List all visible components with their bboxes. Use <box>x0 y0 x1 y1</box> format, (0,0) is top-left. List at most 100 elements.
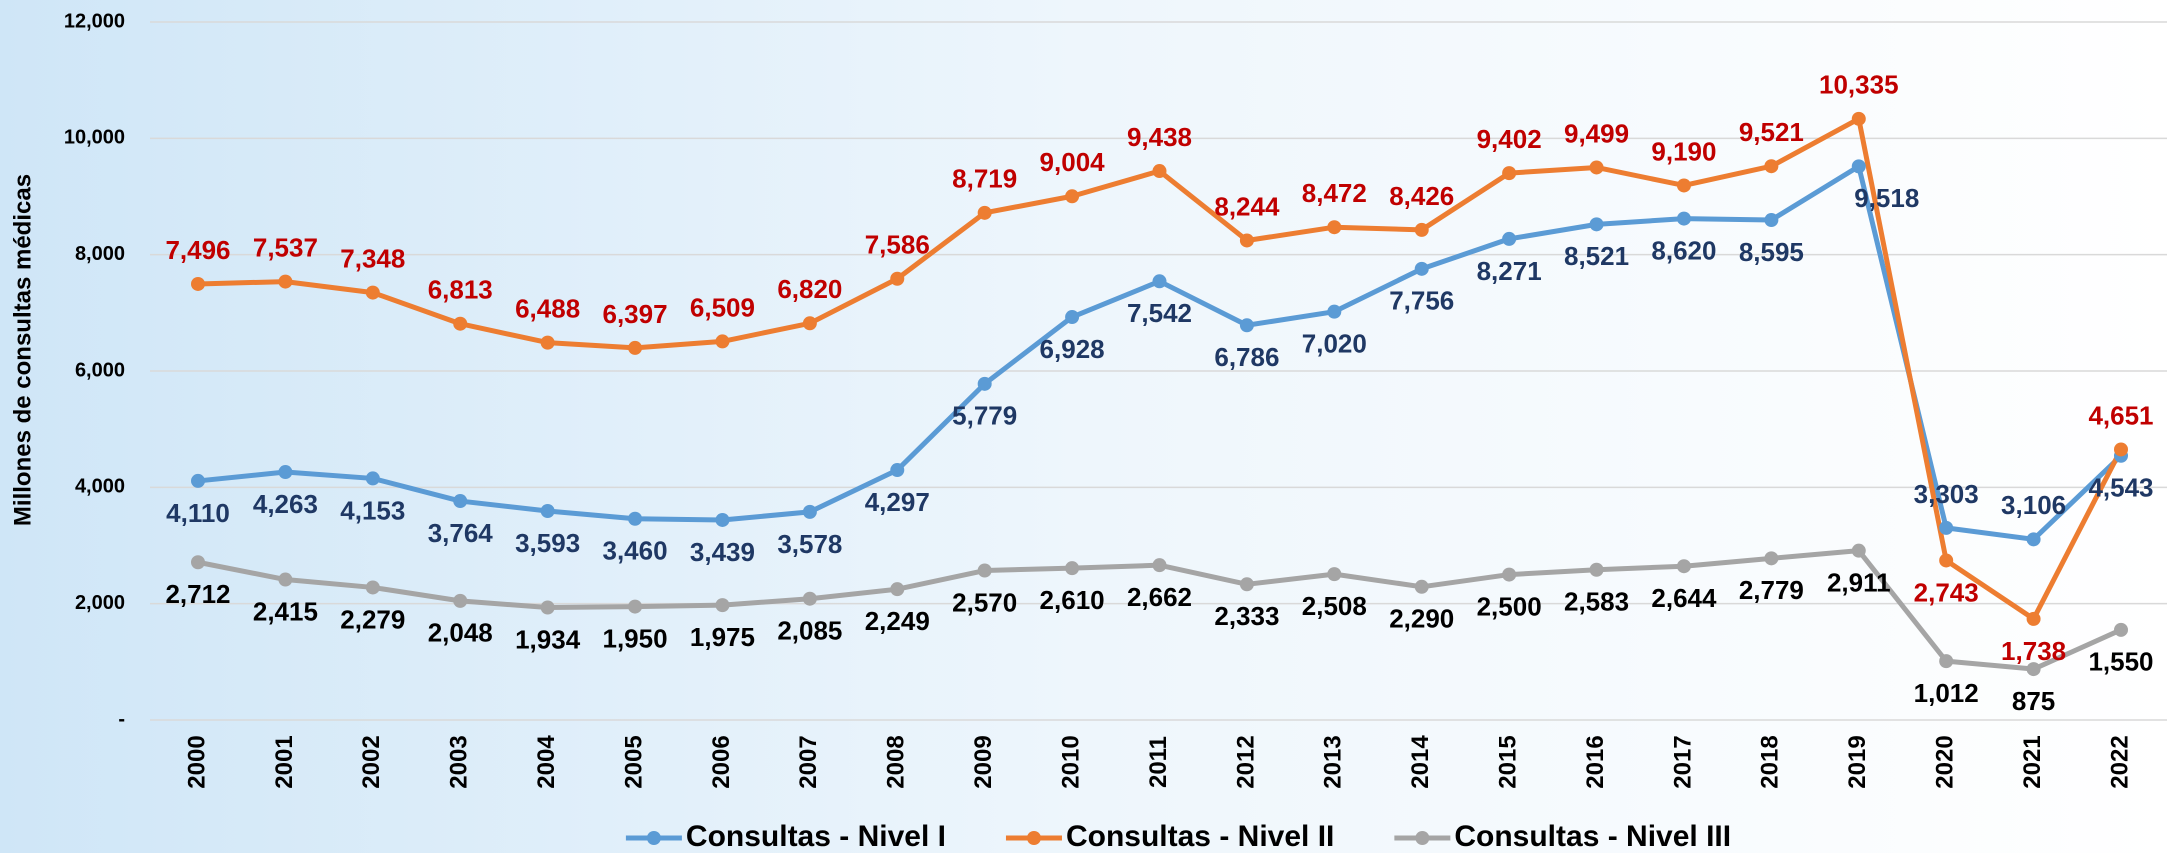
data-point <box>1764 213 1779 228</box>
data-label: 875 <box>2012 686 2055 716</box>
data-point <box>890 463 905 478</box>
data-label: 2,610 <box>1040 585 1105 615</box>
data-point <box>1327 304 1342 319</box>
data-label: 2,712 <box>165 579 230 609</box>
data-point <box>2026 532 2041 547</box>
data-label: 2,779 <box>1739 575 1804 605</box>
data-label: 3,439 <box>690 537 755 567</box>
data-point <box>628 511 643 526</box>
data-label: 2,085 <box>777 616 842 646</box>
data-label: 1,975 <box>690 622 755 652</box>
legend: Consultas - Nivel I Consultas - Nivel II C… <box>625 820 1731 853</box>
data-point <box>1414 222 1429 237</box>
y-axis-title: Millones de consultas médicas <box>9 174 36 526</box>
data-label: 4,263 <box>253 489 318 519</box>
data-label: 7,542 <box>1127 298 1192 328</box>
data-point <box>890 582 905 597</box>
data-point <box>977 376 992 391</box>
data-label: 8,719 <box>952 164 1017 194</box>
data-point <box>1589 160 1604 175</box>
data-point <box>365 471 380 486</box>
y-tick-label: 12,000 <box>64 10 125 32</box>
x-tick-label: 2020 <box>1932 735 1959 788</box>
data-point <box>1851 543 1866 558</box>
data-label: 2,743 <box>1914 577 1979 607</box>
data-point <box>1939 553 1954 568</box>
x-tick-label: 2017 <box>1669 735 1696 788</box>
data-point <box>2026 611 2041 626</box>
x-tick-label: 2009 <box>970 735 997 788</box>
data-point <box>802 316 817 331</box>
x-tick-label: 2004 <box>533 735 560 789</box>
y-tick-label: 8,000 <box>75 243 125 265</box>
data-point <box>453 593 468 608</box>
data-label: 1,550 <box>2088 647 2153 677</box>
data-label: 3,764 <box>428 518 494 548</box>
data-label: 3,578 <box>777 529 842 559</box>
x-tick-label: 2016 <box>1582 735 1609 788</box>
data-label: 3,460 <box>603 536 668 566</box>
data-label: 7,537 <box>253 232 318 262</box>
x-tick-label: 2003 <box>446 735 473 788</box>
data-label: 2,415 <box>253 596 318 626</box>
data-label: 8,472 <box>1302 178 1367 208</box>
x-tick-label: 2008 <box>883 735 910 788</box>
data-point <box>1239 318 1254 333</box>
data-point <box>1851 159 1866 174</box>
data-label: 1,738 <box>2001 636 2066 666</box>
data-point <box>1939 654 1954 669</box>
x-tick-label: 2001 <box>271 735 298 788</box>
data-label: 9,402 <box>1477 124 1542 154</box>
data-point <box>453 494 468 509</box>
x-tick-label: 2018 <box>1757 735 1784 788</box>
data-point <box>540 600 555 615</box>
data-point <box>2114 442 2128 457</box>
x-tick-label: 2012 <box>1232 735 1259 788</box>
data-label: 8,521 <box>1564 241 1629 271</box>
data-label: 8,620 <box>1651 235 1716 265</box>
data-label: 2,290 <box>1389 604 1454 634</box>
data-label: 2,508 <box>1302 591 1367 621</box>
data-point <box>628 599 643 614</box>
data-point <box>715 512 730 527</box>
data-point <box>365 285 380 300</box>
legend-marker <box>646 831 661 845</box>
data-label: 1,950 <box>603 623 668 653</box>
data-label: 2,662 <box>1127 582 1192 612</box>
data-point <box>1152 558 1167 573</box>
x-tick-label: 2000 <box>183 735 210 788</box>
x-tick-label: 2005 <box>620 735 647 788</box>
data-label: 8,271 <box>1477 256 1542 286</box>
data-point <box>278 465 293 480</box>
data-point <box>191 555 205 570</box>
data-point <box>802 504 817 519</box>
data-point <box>1764 551 1779 566</box>
x-tick-label: 2019 <box>1844 735 1871 788</box>
data-label: 7,586 <box>865 230 930 260</box>
data-point <box>1065 310 1080 325</box>
data-point <box>1239 577 1254 592</box>
data-label: 8,244 <box>1214 191 1280 221</box>
data-point <box>1327 220 1342 235</box>
data-point <box>1414 261 1429 276</box>
y-tick-label: - <box>118 708 125 730</box>
data-label: 4,297 <box>865 487 930 517</box>
x-tick-label: 2014 <box>1407 735 1434 789</box>
data-point <box>1327 567 1342 582</box>
data-label: 7,348 <box>340 243 405 273</box>
x-tick-label: 2011 <box>1145 736 1172 788</box>
x-tick-label: 2015 <box>1494 735 1521 788</box>
data-label: 3,593 <box>515 528 580 558</box>
legend-label: Consultas - Nivel I <box>686 820 946 853</box>
data-label: 6,397 <box>603 299 668 329</box>
data-label: 10,335 <box>1819 70 1899 100</box>
data-label: 3,303 <box>1914 479 1979 509</box>
data-point <box>191 473 205 488</box>
data-label: 2,583 <box>1564 587 1629 617</box>
data-label: 4,651 <box>2088 400 2153 430</box>
data-point <box>2026 662 2041 677</box>
data-point <box>1239 233 1254 248</box>
data-label: 5,779 <box>952 401 1017 431</box>
